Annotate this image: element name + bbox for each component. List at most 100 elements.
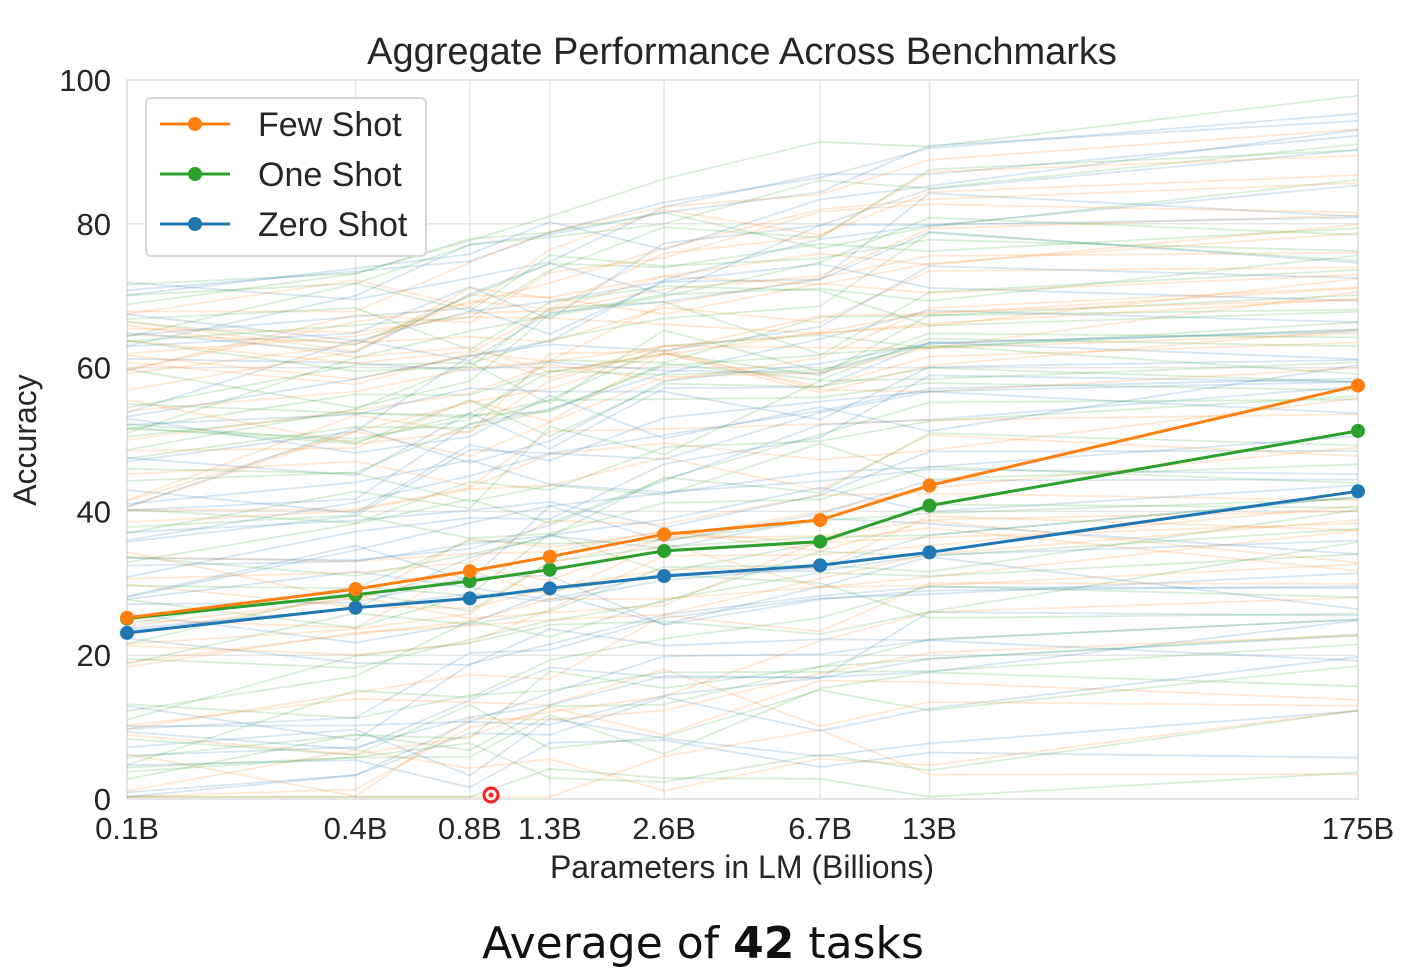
x-tick-label: 1.3B	[518, 811, 582, 846]
one-shot-point	[922, 498, 937, 513]
background-task-line	[126, 643, 1359, 720]
one-shot-point	[462, 574, 477, 589]
one-shot-point	[1351, 423, 1365, 438]
few-shot-point	[657, 527, 672, 542]
background-task-line	[126, 382, 1359, 482]
background-task-line	[126, 143, 1359, 338]
few-shot-line	[126, 384, 1359, 620]
background-task-line	[126, 628, 1359, 666]
legend-label: One Shot	[258, 156, 402, 194]
background-task-line	[126, 184, 1359, 418]
legend-swatch-marker	[188, 217, 202, 231]
background-task-line	[126, 478, 1359, 598]
zero-shot-point	[1351, 484, 1365, 499]
legend-item-one-shot: One Shot	[160, 156, 402, 194]
background-task-line	[126, 321, 1359, 419]
background-task-line	[126, 527, 1359, 636]
background-task-line	[126, 364, 1359, 454]
background-task-line	[126, 254, 1359, 409]
background-task-line	[126, 331, 1359, 477]
background-task-line	[127, 767, 1359, 798]
background-task-line	[126, 359, 1359, 426]
background-task-line	[126, 395, 1359, 524]
background-task-line	[126, 517, 1359, 567]
x-tick-label: 175B	[1322, 811, 1394, 846]
background-task-line	[126, 214, 1359, 355]
background-task-line	[126, 553, 1359, 712]
background-task-line	[126, 329, 1359, 508]
background-task-line	[126, 572, 1359, 730]
background-task-line	[126, 298, 1359, 373]
x-tick-label: 0.8B	[438, 811, 502, 846]
zero-shot-point	[462, 591, 477, 606]
background-task-line	[126, 618, 1359, 728]
background-task-line	[126, 341, 1359, 375]
legend-swatch-marker	[188, 167, 202, 181]
legend-item-few-shot: Few Shot	[160, 106, 402, 144]
background-task-line	[126, 149, 1359, 343]
y-tick-label: 100	[59, 63, 111, 98]
background-task-line	[126, 285, 1359, 351]
caption-prefix: Average of	[482, 918, 734, 969]
background-task-line	[126, 739, 1359, 789]
background-task-line	[126, 251, 1359, 412]
background-task-line	[126, 268, 1359, 460]
x-tick-label: 2.6B	[632, 811, 696, 846]
zero-shot-point	[922, 545, 937, 560]
background-task-line	[126, 668, 1359, 728]
chart-title: Aggregate Performance Across Benchmarks	[367, 31, 1117, 73]
background-task-line	[126, 154, 1359, 375]
background-task-line	[126, 329, 1359, 409]
background-task-line	[126, 227, 1359, 346]
y-tick-label: 20	[77, 638, 111, 673]
background-task-line	[126, 611, 1359, 798]
background-task-line	[126, 128, 1359, 297]
caption: Average of 42 tasks	[0, 918, 1406, 969]
background-task-line	[126, 294, 1359, 440]
cursor-marker	[482, 786, 500, 804]
background-task-line	[126, 120, 1359, 347]
background-task-line	[126, 585, 1359, 766]
background-task-line	[126, 223, 1359, 391]
background-task-line	[126, 112, 1359, 292]
series-lines	[120, 378, 1365, 640]
few-shot-point	[813, 513, 828, 528]
background-task-line	[126, 541, 1359, 721]
background-task-line	[126, 273, 1359, 353]
few-shot-point	[120, 610, 134, 625]
background-task-line	[126, 203, 1359, 372]
background-task-line	[126, 709, 1359, 783]
y-tick-label: 0	[94, 782, 111, 817]
legend-swatch-marker	[188, 117, 202, 131]
x-tick-label: 0.1B	[95, 811, 159, 846]
one-shot-point	[657, 543, 672, 558]
background-task-line	[126, 263, 1359, 342]
few-shot-point	[542, 549, 557, 564]
background-task-line	[126, 497, 1359, 590]
background-task-line	[126, 574, 1359, 626]
zero-shot-point	[120, 625, 134, 640]
background-task-line	[126, 563, 1359, 664]
background-task-line	[126, 174, 1359, 315]
background-task-line	[126, 586, 1359, 742]
background-task-line	[127, 128, 1359, 313]
background-task-line	[126, 286, 1359, 441]
legend-box	[145, 97, 427, 257]
background-task-line	[126, 522, 1359, 602]
background-task-line	[126, 519, 1359, 668]
zero-shot-point	[657, 569, 672, 584]
background-task-line	[126, 182, 1359, 371]
background-task-line	[126, 442, 1359, 503]
background-task-line	[126, 148, 1359, 348]
background-task-line	[126, 435, 1359, 598]
background-task-line	[126, 231, 1359, 451]
background-task-line	[126, 619, 1359, 751]
background-task-line	[126, 634, 1359, 798]
background-task-line	[126, 277, 1359, 365]
x-tick-label: 0.4B	[324, 811, 388, 846]
zero-shot-line	[126, 489, 1359, 635]
background-task-line	[126, 679, 1359, 756]
background-task-line	[126, 94, 1359, 286]
background-task-line	[126, 709, 1359, 792]
x-tick-label: 6.7B	[788, 811, 852, 846]
